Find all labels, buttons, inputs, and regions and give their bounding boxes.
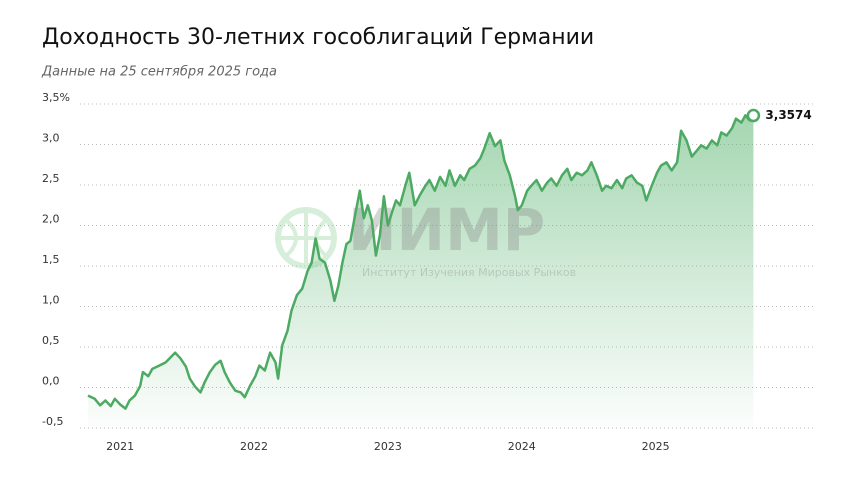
chart-title: Доходность 30-летних гособлигаций Герман… bbox=[42, 25, 594, 50]
area bbox=[88, 115, 754, 429]
y-tick-label: 0,0 bbox=[42, 375, 60, 388]
watermark-subtitle: Институт Изучения Мировых Рынков bbox=[362, 266, 576, 279]
marks: 3,3574 bbox=[87, 108, 812, 410]
x-tick-label: 2024 bbox=[508, 440, 536, 453]
last-value-label: 3,3574 bbox=[765, 108, 811, 122]
x-tick-label: 2023 bbox=[374, 440, 402, 453]
plot bbox=[88, 115, 754, 429]
x-tick-label: 2022 bbox=[240, 440, 268, 453]
last-point bbox=[746, 108, 761, 123]
y-tick-label: 2,0 bbox=[42, 213, 60, 226]
x-tick-label: 2021 bbox=[106, 440, 134, 453]
y-tick-label: 0,5 bbox=[42, 334, 60, 347]
y-tick-label: -0,5 bbox=[42, 415, 63, 428]
chart-subtitle: Данные на 25 сентября 2025 года bbox=[41, 65, 277, 80]
y-tick-label: 3,0 bbox=[42, 132, 60, 145]
y-tick-label: 1,0 bbox=[42, 294, 60, 307]
watermark-logo-lines bbox=[278, 210, 334, 266]
watermark-logo bbox=[275, 207, 337, 269]
watermark-title: ИИМР bbox=[348, 196, 545, 264]
y-tick-label: 3,5% bbox=[42, 91, 70, 104]
x-tick-label: 2025 bbox=[642, 440, 670, 453]
y-tick-label: 2,5 bbox=[42, 172, 60, 185]
line bbox=[87, 114, 755, 410]
y-tick-label: 1,5 bbox=[42, 253, 60, 266]
